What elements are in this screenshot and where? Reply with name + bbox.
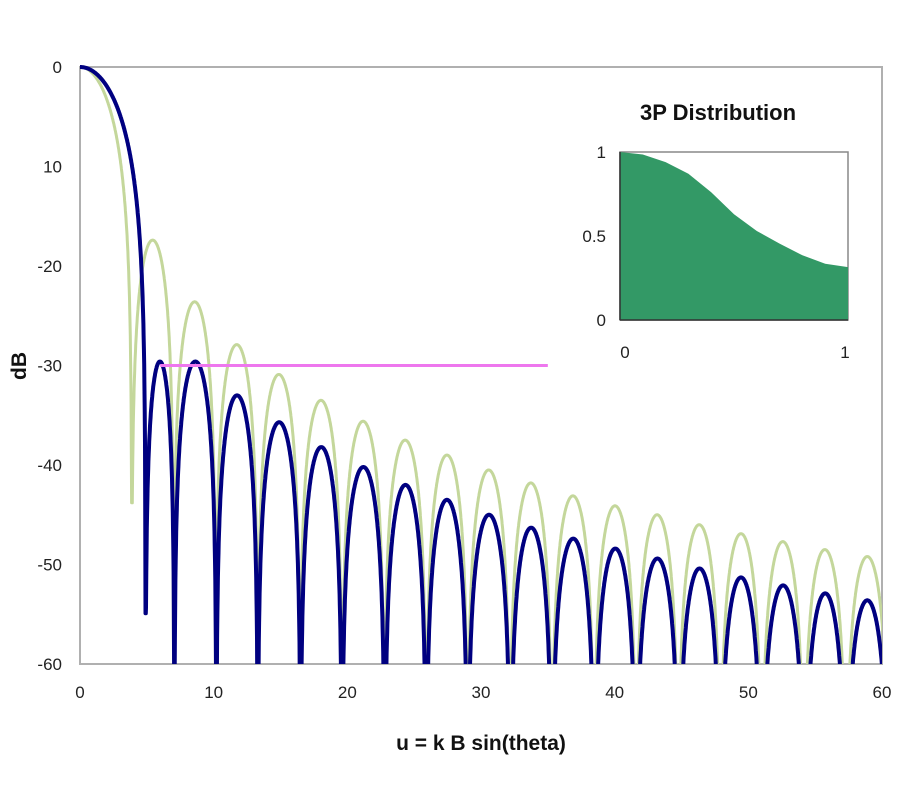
series-line-3p-distribution — [80, 65, 882, 664]
inset-x-tick-label: 1 — [840, 343, 849, 362]
y-tick-label: -60 — [37, 655, 62, 674]
x-tick-label: 60 — [873, 683, 892, 702]
x-tick-label: 40 — [605, 683, 624, 702]
inset-y-tick-label: 1 — [597, 143, 606, 162]
x-tick-label: 50 — [739, 683, 758, 702]
inset-x-tick-label: 0 — [620, 343, 629, 362]
x-tick-label: 20 — [338, 683, 357, 702]
x-axis-title: u = k B sin(theta) — [396, 732, 566, 755]
inset-distribution-area — [620, 152, 848, 320]
y-tick-label: -30 — [37, 357, 62, 376]
inset-title: 3P Distribution — [640, 100, 796, 125]
y-tick-label: -50 — [37, 556, 62, 575]
y-tick-label: -40 — [37, 456, 62, 475]
inset-y-tick-label: 0.5 — [582, 227, 606, 246]
x-tick-label: 10 — [204, 683, 223, 702]
x-tick-label: 0 — [75, 683, 84, 702]
inset-y-tick-label: 0 — [597, 311, 606, 330]
y-tick-label: 10 — [43, 158, 62, 177]
y-tick-label: -20 — [37, 257, 62, 276]
inset-chart: 3P Distribution 1 0.5 00 1 — [582, 100, 849, 362]
y-tick-label: 0 — [53, 58, 62, 77]
x-tick-label: 30 — [472, 683, 491, 702]
y-axis-title: dB — [8, 352, 31, 380]
